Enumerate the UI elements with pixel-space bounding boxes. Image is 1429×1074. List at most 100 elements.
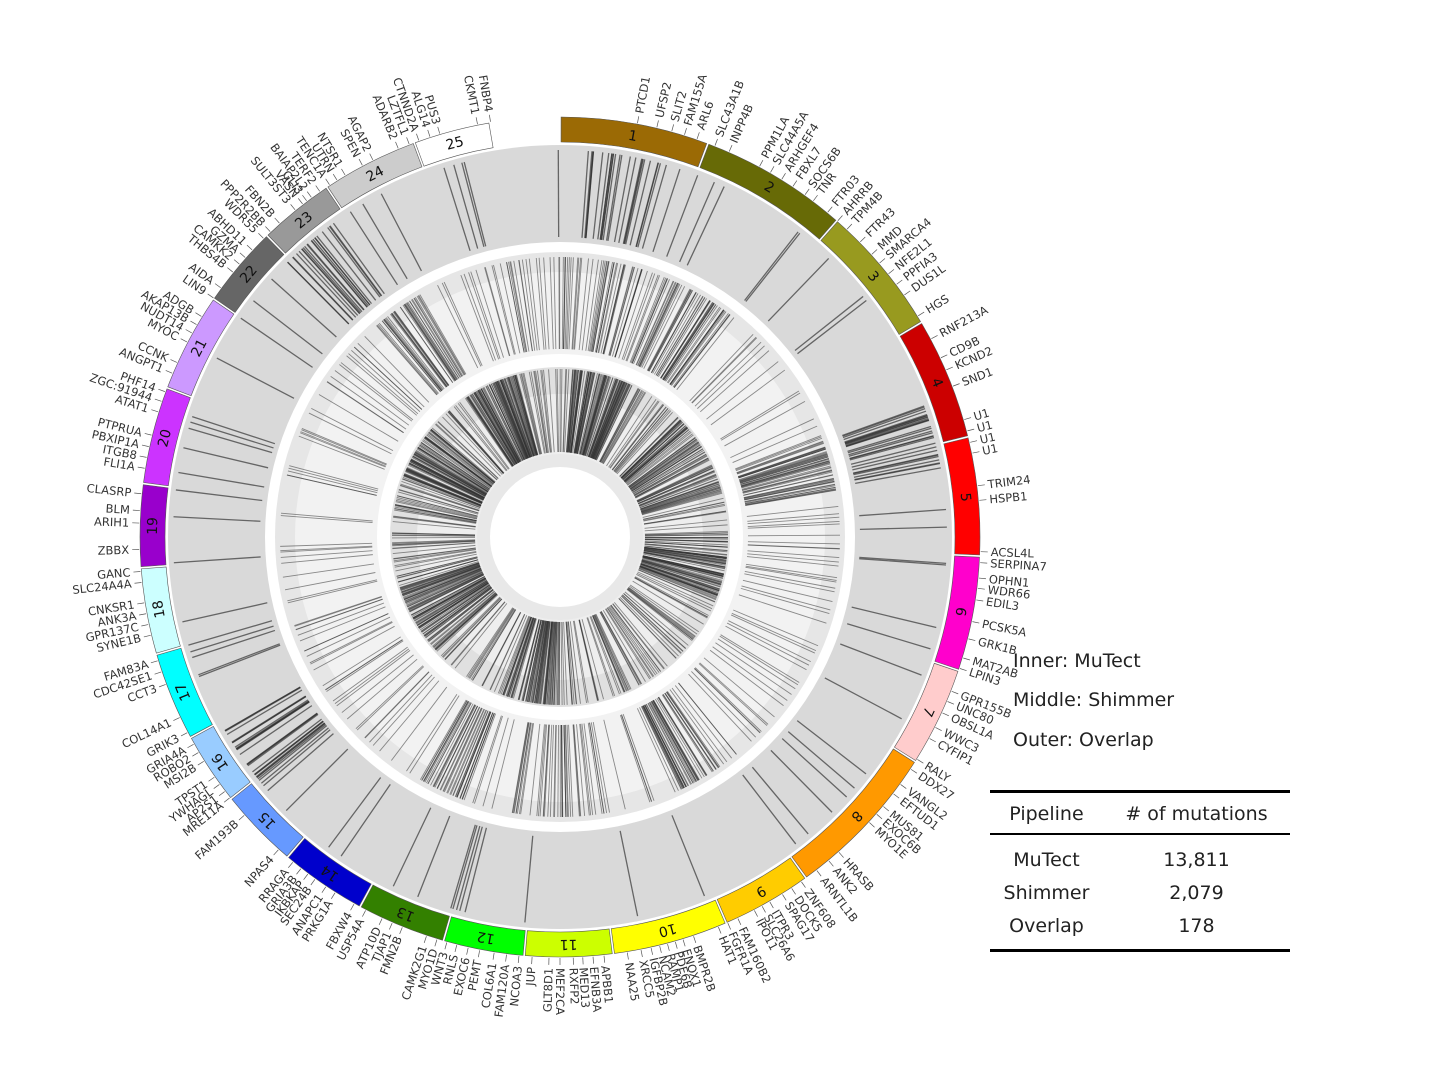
gene-tick	[972, 451, 980, 454]
mutation-mark	[845, 416, 929, 445]
mutation-mark	[606, 396, 653, 467]
gene-tick	[141, 624, 149, 627]
gene-tick	[258, 233, 264, 239]
mutation-mark	[393, 311, 449, 386]
gene-tick	[640, 950, 643, 958]
mutation-mark	[563, 724, 567, 817]
mutation-mark	[460, 274, 494, 362]
gene-tick	[154, 671, 162, 675]
mutation-mark	[424, 586, 492, 637]
mutation-mark	[635, 458, 710, 499]
chromosome-number: 13	[395, 903, 418, 925]
gene-tick	[331, 892, 336, 899]
mutation-mark	[499, 263, 521, 354]
mutation-mark	[391, 686, 448, 761]
gene-tick	[416, 133, 420, 141]
gene-tick	[782, 894, 787, 901]
mutation-mark	[738, 447, 826, 478]
mutation-mark	[173, 556, 261, 564]
mutation-mark	[182, 602, 268, 623]
mutation-mark	[475, 269, 504, 358]
mutation-mark	[431, 427, 496, 483]
mutation-mark	[287, 580, 378, 604]
mutation-mark	[198, 643, 280, 676]
mutation-mark	[430, 590, 495, 645]
mutation-mark	[483, 387, 522, 462]
mutation-mark	[295, 253, 357, 318]
mutation-mark	[602, 609, 646, 682]
mutation-mark	[633, 279, 670, 365]
mutation-mark	[636, 281, 675, 366]
mutation-mark	[585, 259, 599, 351]
gene-tick	[133, 571, 141, 573]
mutation-mark	[647, 289, 692, 371]
mutation-mark	[747, 534, 840, 537]
mutation-mark	[515, 722, 532, 814]
legend-outer: Outer: Overlap	[1013, 729, 1154, 751]
mutation-mark	[308, 412, 392, 455]
gene-label: ITGB8	[102, 442, 139, 462]
gene-tick	[964, 417, 972, 420]
mutation-mark	[439, 706, 480, 791]
chromosome-segment	[560, 116, 708, 168]
mutation-mark	[641, 490, 722, 514]
mutation-mark	[597, 153, 610, 240]
mutation-mark	[694, 668, 761, 733]
mutation-mark	[656, 697, 705, 778]
gene-tick	[659, 945, 662, 953]
gene-label: ARIH1	[94, 515, 130, 530]
mutation-mark	[553, 257, 557, 350]
gene-tick	[274, 217, 280, 224]
mutation-mark	[736, 440, 824, 474]
mutation-mark	[742, 470, 833, 493]
mutation-mark	[410, 458, 485, 498]
mutation-mark	[544, 621, 553, 705]
mutation-mark	[732, 425, 818, 463]
mutation-mark	[595, 384, 633, 461]
mutation-mark	[573, 371, 589, 454]
mutation-mark	[348, 353, 419, 415]
mutation-mark	[564, 369, 570, 453]
mutation-mark	[641, 489, 722, 514]
mutation-mark	[624, 426, 688, 482]
mutation-mark	[440, 596, 501, 657]
mutation-mark	[592, 261, 609, 352]
mutation-mark	[628, 437, 696, 488]
mutation-mark	[469, 395, 515, 466]
mutation-mark	[404, 569, 482, 602]
mutation-mark	[392, 539, 476, 544]
mutation-mark	[585, 376, 612, 457]
chromosome-number: 11	[559, 936, 577, 952]
mutation-mark	[496, 381, 529, 459]
mutation-mark	[859, 556, 947, 564]
mutation-mark	[636, 708, 676, 793]
mutation-mark	[615, 409, 670, 473]
mutation-mark	[600, 390, 643, 463]
mutation-mark	[642, 555, 724, 575]
mutation-mark	[351, 349, 421, 412]
mutation-mark	[392, 542, 476, 550]
mutation-mark	[600, 611, 641, 685]
gene-tick	[180, 338, 188, 343]
mutation-mark	[287, 470, 378, 494]
mutation-mark	[643, 505, 726, 522]
mutation-mark	[310, 239, 368, 308]
chromosome-number: 24	[364, 163, 387, 185]
gene-tick	[477, 950, 481, 958]
mutation-mark	[639, 565, 718, 596]
mutation-mark	[188, 620, 273, 646]
mutation-mark	[300, 431, 386, 467]
mutation-mark	[589, 616, 620, 695]
mutation-mark	[570, 370, 583, 453]
mutation-mark	[413, 578, 487, 621]
gene-label: NCOA3	[507, 965, 525, 1007]
mutation-tracks	[168, 145, 952, 929]
mutation-mark	[401, 480, 480, 510]
mutation-mark	[518, 619, 540, 701]
mutation-mark	[634, 577, 708, 619]
gene-tick	[977, 484, 985, 487]
mutation-mark	[587, 617, 616, 697]
mutation-mark	[393, 548, 476, 562]
table-row: Overlap 178	[990, 909, 1290, 952]
mutation-mark	[592, 721, 610, 813]
